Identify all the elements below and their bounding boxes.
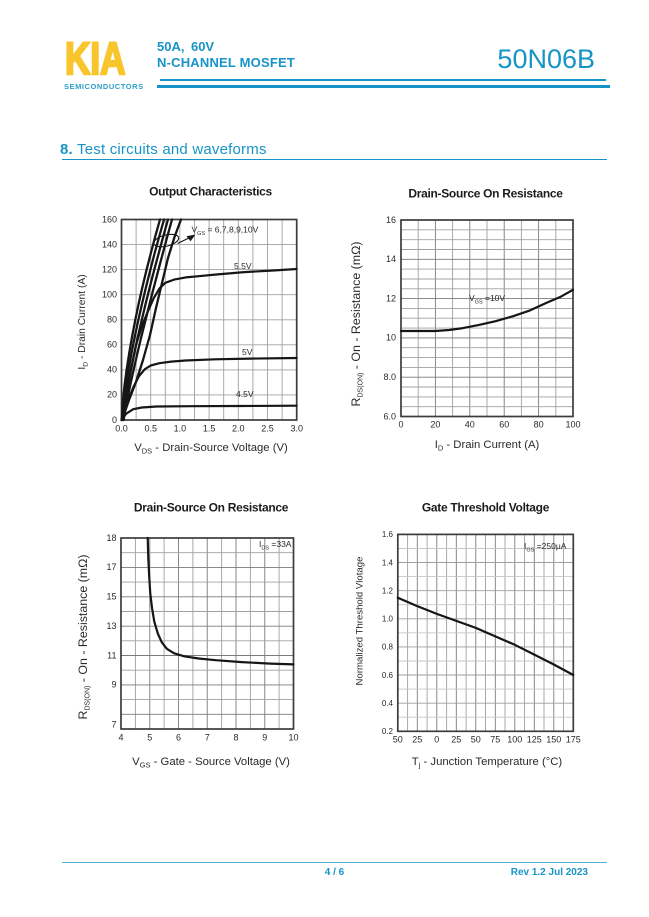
svg-text:1.6: 1.6 xyxy=(382,530,394,539)
svg-text:50: 50 xyxy=(471,735,481,745)
svg-text:160: 160 xyxy=(102,214,117,224)
svg-text:Gate Threshold Voltage: Gate Threshold Voltage xyxy=(422,501,550,515)
svg-text:1.0: 1.0 xyxy=(174,424,187,434)
svg-text:0.5: 0.5 xyxy=(144,424,157,434)
svg-text:3.0: 3.0 xyxy=(290,424,303,434)
svg-text:0: 0 xyxy=(434,735,439,745)
svg-text:Tj - Junction Temperature (°C): Tj - Junction Temperature (°C) xyxy=(412,756,563,770)
svg-text:0.0: 0.0 xyxy=(115,424,128,434)
svg-text:10: 10 xyxy=(386,333,396,343)
svg-text:5.5V: 5.5V xyxy=(234,261,252,271)
svg-text:100: 100 xyxy=(507,735,522,745)
svg-text:0.6: 0.6 xyxy=(382,671,394,680)
svg-text:VDS - Drain-Source Voltage (V): VDS - Drain-Source Voltage (V) xyxy=(134,442,288,456)
svg-text:5V: 5V xyxy=(242,347,253,357)
svg-text:8.0: 8.0 xyxy=(383,372,396,382)
svg-text:40: 40 xyxy=(107,365,117,375)
svg-text:100: 100 xyxy=(565,420,580,430)
svg-text:20: 20 xyxy=(430,420,440,430)
svg-text:2.0: 2.0 xyxy=(232,424,245,434)
svg-text:ID - Drain Current (A): ID - Drain Current (A) xyxy=(435,439,540,453)
svg-text:Output Characteristics: Output Characteristics xyxy=(149,185,272,199)
svg-text:7: 7 xyxy=(205,733,210,743)
svg-text:120: 120 xyxy=(102,264,117,274)
svg-text:Drain-Source On Resistance: Drain-Source On Resistance xyxy=(134,501,289,515)
svg-text:9: 9 xyxy=(262,733,267,743)
svg-text:50: 50 xyxy=(393,735,403,745)
svg-text:IGS =250μA: IGS =250μA xyxy=(524,541,567,554)
svg-text:12: 12 xyxy=(386,293,396,303)
svg-text:4: 4 xyxy=(118,733,123,743)
svg-text:1.5: 1.5 xyxy=(203,424,216,434)
svg-text:140: 140 xyxy=(102,239,117,249)
svg-text:RDS(ON) - On - Resistance (mΩ): RDS(ON) - On - Resistance (mΩ) xyxy=(76,555,92,720)
svg-text:0: 0 xyxy=(112,415,117,425)
svg-text:16: 16 xyxy=(386,215,396,225)
svg-text:1.2: 1.2 xyxy=(382,587,394,596)
svg-text:9: 9 xyxy=(111,680,116,690)
svg-text:0.4: 0.4 xyxy=(382,699,394,708)
svg-text:175: 175 xyxy=(566,735,581,745)
svg-text:0: 0 xyxy=(398,420,403,430)
svg-text:7: 7 xyxy=(111,720,116,730)
svg-text:25: 25 xyxy=(412,735,422,745)
svg-text:Drain-Source On Resistance: Drain-Source On Resistance xyxy=(408,187,563,201)
svg-text:ID - Drain Current (A): ID - Drain Current (A) xyxy=(77,274,90,369)
svg-text:0.2: 0.2 xyxy=(382,727,394,736)
svg-text:RDS(ON) - On - Resistance (mΩ): RDS(ON) - On - Resistance (mΩ) xyxy=(349,242,365,407)
svg-text:18: 18 xyxy=(106,533,116,543)
svg-text:10: 10 xyxy=(288,733,298,743)
svg-text:20: 20 xyxy=(107,390,117,400)
svg-text:0.8: 0.8 xyxy=(382,643,394,652)
svg-text:5: 5 xyxy=(147,733,152,743)
svg-text:80: 80 xyxy=(534,420,544,430)
svg-text:2.5: 2.5 xyxy=(261,424,274,434)
svg-text:1.4: 1.4 xyxy=(382,558,394,567)
svg-text:11: 11 xyxy=(107,650,116,660)
svg-text:14: 14 xyxy=(386,254,396,264)
svg-text:13: 13 xyxy=(106,621,116,631)
svg-text:25: 25 xyxy=(451,735,461,745)
svg-text:60: 60 xyxy=(499,420,509,430)
svg-text:75: 75 xyxy=(490,735,500,745)
svg-text:80: 80 xyxy=(107,315,117,325)
svg-text:4.5V: 4.5V xyxy=(236,389,254,399)
svg-text:1.0: 1.0 xyxy=(382,615,394,624)
svg-text:60: 60 xyxy=(107,340,117,350)
svg-text:6.0: 6.0 xyxy=(383,411,396,421)
svg-text:100: 100 xyxy=(102,290,117,300)
svg-text:15: 15 xyxy=(106,592,116,602)
svg-text:150: 150 xyxy=(546,735,561,745)
svg-text:Normalized Threshold Vlotage: Normalized Threshold Vlotage xyxy=(355,557,366,686)
svg-text:40: 40 xyxy=(465,420,475,430)
svg-text:17: 17 xyxy=(106,562,116,572)
svg-text:125: 125 xyxy=(527,735,542,745)
svg-text:VGS - Gate - Source Voltage (V: VGS - Gate - Source Voltage (V) xyxy=(132,756,290,770)
svg-text:8: 8 xyxy=(233,733,238,743)
svg-text:VGS = 6,7,8,9,10V: VGS = 6,7,8,9,10V xyxy=(192,225,259,238)
svg-text:6: 6 xyxy=(176,733,181,743)
